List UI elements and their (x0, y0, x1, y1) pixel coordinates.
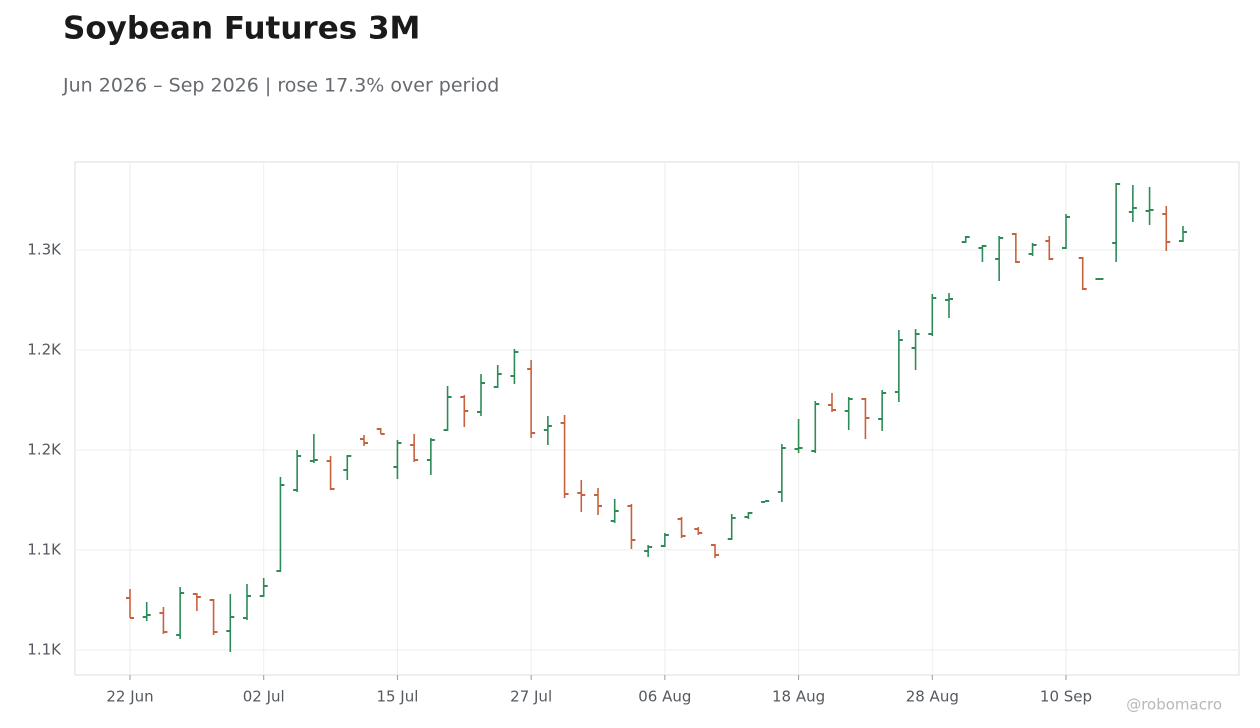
y-tick-label: 1.1K (27, 641, 62, 659)
chart-title: Soybean Futures 3M (63, 11, 420, 47)
x-tick-label: 02 Jul (243, 688, 285, 706)
x-tick-label: 27 Jul (510, 688, 552, 706)
x-tick-label: 10 Sep (1040, 688, 1092, 706)
watermark: @robomacro (1126, 696, 1222, 714)
x-tick-label: 22 Jun (106, 688, 153, 706)
x-tick-label: 06 Aug (638, 688, 691, 706)
y-tick-label: 1.2K (27, 441, 62, 459)
plot-frame (74, 161, 1240, 676)
x-tick-label: 15 Jul (376, 688, 418, 706)
x-tick-label: 18 Aug (772, 688, 825, 706)
x-tick-label: 28 Aug (906, 688, 959, 706)
chart-subtitle: Jun 2026 – Sep 2026 | rose 17.3% over pe… (62, 75, 499, 97)
y-tick-label: 1.2K (27, 341, 62, 359)
y-tick-label: 1.1K (27, 541, 62, 559)
y-tick-label: 1.3K (27, 241, 62, 259)
